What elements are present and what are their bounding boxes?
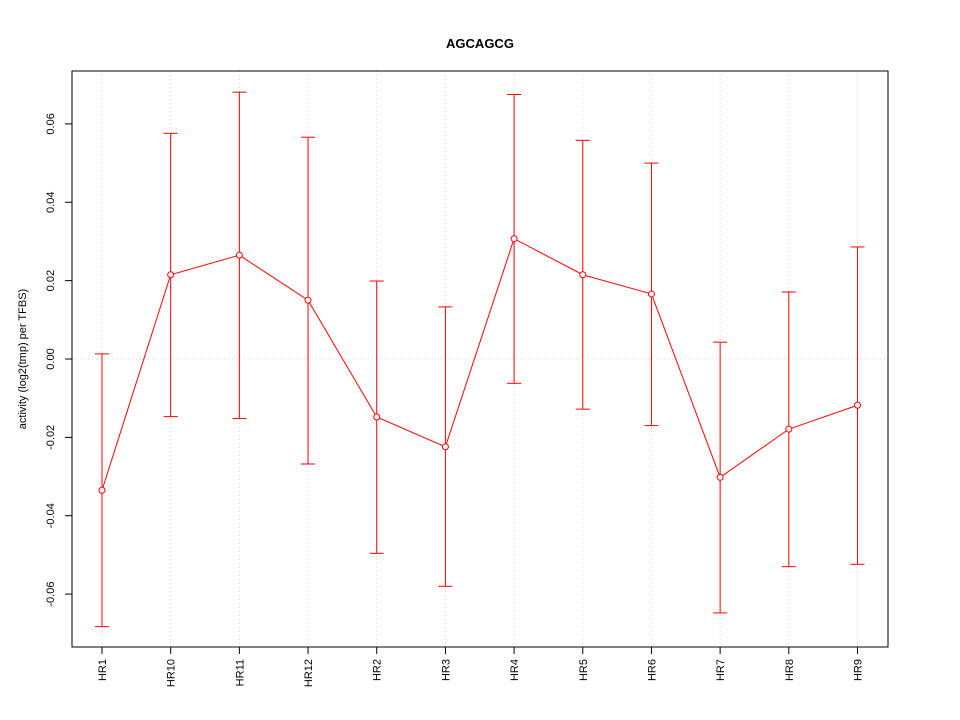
x-tick-label-HR6: HR6 <box>646 659 658 681</box>
x-tick-label-HR10: HR10 <box>166 659 178 687</box>
x-axis: HR1 HR10 HR11 HR12 HR2 HR3 HR4 HR5 HR6 HR7 HR8 HR9 <box>97 647 865 687</box>
data-point-HR11 <box>235 251 243 259</box>
series <box>98 235 861 494</box>
y-axis-label: activity (log2(tmp) per TFBS) <box>17 289 29 429</box>
data-point-HR5 <box>579 271 587 279</box>
x-tick-label-HR8: HR8 <box>784 659 796 681</box>
error-bars <box>95 91 865 628</box>
series-line <box>101 237 858 491</box>
y-axis: -0.06 -0.04 -0.02 0.00 0.02 0.04 0.06 <box>45 113 72 607</box>
y-tick-label: 0.00 <box>45 348 57 369</box>
x-tick-label-HR3: HR3 <box>440 659 452 681</box>
y-tick-label: 0.02 <box>45 270 57 291</box>
y-tick-label: -0.04 <box>45 503 57 528</box>
x-tick-label-HR9: HR9 <box>853 659 865 681</box>
x-tick-label-HR12: HR12 <box>303 659 315 687</box>
x-tick-label-HR5: HR5 <box>578 659 590 681</box>
y-tick-label: 0.06 <box>45 113 57 134</box>
data-point-HR10 <box>167 271 175 279</box>
y-tick-label: -0.06 <box>45 582 57 607</box>
y-tick-label: 0.04 <box>45 192 57 213</box>
y-tick-label: -0.02 <box>45 425 57 450</box>
data-point-HR8 <box>785 425 793 433</box>
x-tick-label-HR4: HR4 <box>509 659 521 681</box>
data-point-HR9 <box>854 401 861 409</box>
data-point-HR3 <box>441 443 449 451</box>
chart-title: AGCAGCG <box>446 36 514 51</box>
x-tick-label-HR11: HR11 <box>234 659 246 686</box>
grid <box>72 71 888 647</box>
data-point-HR1 <box>98 486 106 494</box>
data-point-HR2 <box>373 413 381 421</box>
data-point-HR6 <box>647 290 655 298</box>
x-tick-label-HR7: HR7 <box>715 659 727 681</box>
data-point-HR12 <box>304 296 312 304</box>
data-point-HR7 <box>716 473 724 481</box>
x-tick-label-HR1: HR1 <box>97 659 109 681</box>
x-tick-label-HR2: HR2 <box>372 659 384 681</box>
data-point-HR4 <box>510 235 518 243</box>
